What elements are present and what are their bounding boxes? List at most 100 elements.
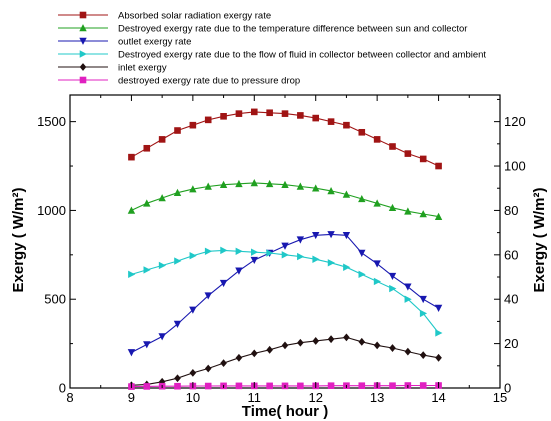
data-point [250,248,259,256]
y-right-tick-label: 0 [504,381,511,396]
data-point [358,382,366,389]
data-point [204,364,212,373]
legend-marker [79,11,87,19]
data-point [312,255,320,263]
y-axis-label-right: Exergy ( W/m²) [531,187,548,292]
data-point [342,231,351,240]
data-point [250,179,258,187]
x-axis-label: Time( hour ) [242,403,328,420]
data-point [419,210,427,218]
y-axis-label-left: Exergy ( W/m²) [10,187,27,292]
y-right-tick-label: 80 [504,203,518,218]
data-point [404,295,412,303]
series-line [131,233,439,353]
data-point [404,207,412,215]
data-point [358,128,366,136]
x-tick-label: 10 [186,390,200,405]
data-point [419,155,427,163]
data-point [342,190,351,198]
x-tick-label: 11 [248,390,262,405]
data-point [189,121,197,129]
data-point [419,351,427,360]
data-point [343,333,350,342]
x-tick-label: 14 [431,390,445,405]
legend-marker [79,63,87,71]
legend-entry: outlet exergy rate [58,37,191,48]
data-point [174,374,181,383]
data-point [327,259,335,267]
x-tick-label: 8 [66,390,73,405]
x-tick-label: 15 [493,390,507,405]
data-point [266,382,273,390]
data-point [327,118,335,125]
data-point [281,251,289,259]
legend: Absorbed solar radiation exergy rate Dest… [58,11,486,87]
data-point [173,320,182,328]
y-right-tick-label: 60 [504,247,518,262]
data-point [266,109,273,117]
data-point [266,249,274,257]
data-point [158,136,166,143]
legend-marker [79,37,87,45]
data-point [250,349,258,358]
data-point [235,247,243,255]
data-point [158,377,166,386]
data-point [220,113,227,120]
series-4 [128,246,443,337]
legend-label: outlet exergy rate [118,37,191,48]
data-point [435,329,443,337]
data-point [373,199,381,207]
data-point [297,252,305,261]
y-left-tick-label: 1500 [37,114,66,129]
data-point [235,110,243,117]
data-point [404,347,412,356]
series-layer [127,108,443,390]
data-point [404,283,412,291]
data-point [204,292,212,300]
data-point [373,260,381,268]
series-1 [128,108,442,170]
data-point [174,257,182,265]
data-point [204,182,212,190]
legend-marker [79,24,87,32]
series-5 [128,333,442,390]
data-point [189,185,197,193]
data-point [127,206,136,214]
legend-marker [79,76,87,84]
data-point [343,263,351,271]
series-3 [127,231,443,357]
series-line [131,111,439,167]
data-point [128,153,135,161]
y-left-tick-label: 0 [59,381,66,396]
data-point [235,179,243,188]
y-left-tick-label: 500 [44,292,66,307]
data-point [389,143,396,150]
data-point [220,359,227,368]
legend-entry: destroyed exergy rate due to pressure dr… [58,76,300,87]
data-point [358,249,366,257]
data-point [312,184,320,192]
legend-label: Destroyed exergy rate due to the flow of… [118,50,486,61]
data-point [297,382,304,390]
data-point [143,341,151,349]
data-point [128,270,136,279]
data-point [204,247,213,255]
data-point [435,162,442,170]
legend-entry: Destroyed exergy rate due to the flow of… [58,50,486,61]
data-point [296,236,305,244]
data-point [312,231,320,240]
data-point [265,179,274,188]
data-point [250,256,258,265]
data-point [204,116,212,124]
data-point [281,180,289,188]
data-point [235,382,243,390]
data-point [143,383,151,390]
data-point [419,309,428,318]
data-point [327,382,335,389]
data-point [358,270,366,279]
data-point [281,242,289,250]
legend-label: destroyed exergy rate due to pressure dr… [118,76,300,87]
y-right-tick-label: 120 [504,114,526,129]
data-point [174,382,181,390]
